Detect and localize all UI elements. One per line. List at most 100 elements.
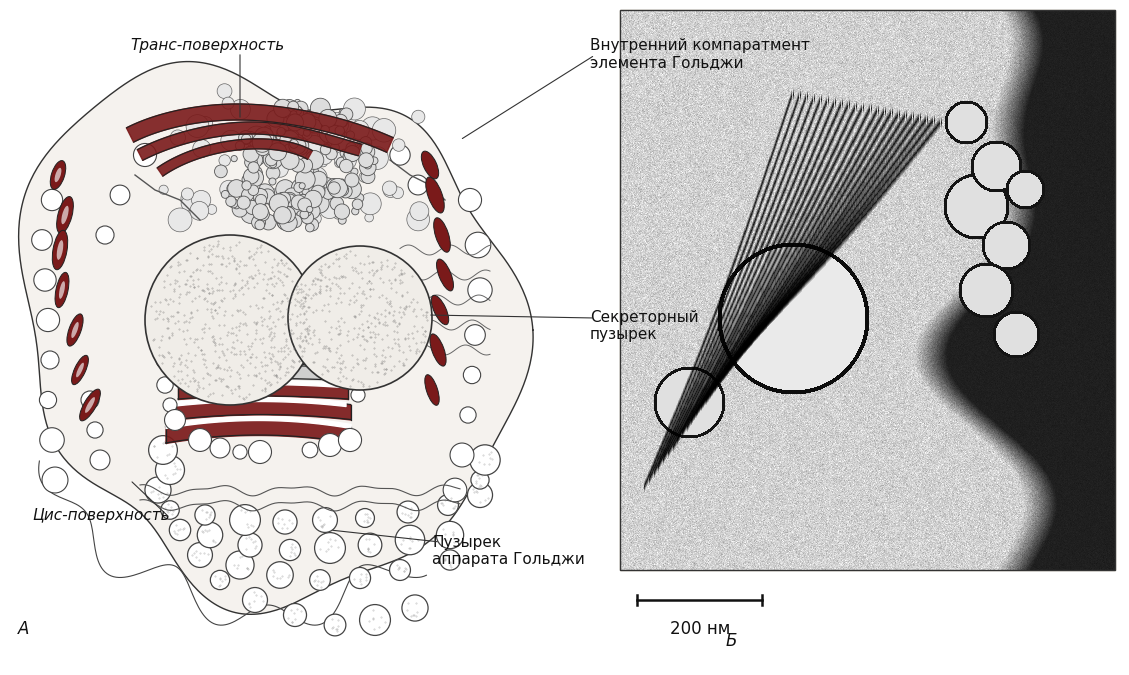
Circle shape bbox=[341, 189, 349, 197]
Circle shape bbox=[242, 134, 251, 144]
Circle shape bbox=[229, 505, 261, 535]
Ellipse shape bbox=[61, 206, 69, 224]
Circle shape bbox=[315, 533, 345, 564]
Circle shape bbox=[291, 159, 305, 172]
Circle shape bbox=[221, 190, 229, 198]
Circle shape bbox=[273, 510, 297, 534]
Circle shape bbox=[339, 179, 345, 185]
Circle shape bbox=[279, 114, 297, 132]
Circle shape bbox=[410, 202, 429, 221]
Circle shape bbox=[261, 189, 274, 203]
Text: A: A bbox=[18, 620, 29, 638]
Ellipse shape bbox=[421, 151, 439, 179]
Circle shape bbox=[309, 570, 331, 591]
Circle shape bbox=[330, 196, 343, 211]
Circle shape bbox=[298, 189, 310, 202]
Circle shape bbox=[296, 191, 305, 200]
Circle shape bbox=[334, 114, 348, 128]
Circle shape bbox=[321, 144, 331, 155]
Circle shape bbox=[348, 146, 359, 158]
Circle shape bbox=[458, 188, 482, 211]
Circle shape bbox=[334, 151, 350, 167]
Circle shape bbox=[296, 169, 315, 190]
Circle shape bbox=[269, 178, 275, 185]
Circle shape bbox=[334, 159, 343, 167]
Circle shape bbox=[440, 550, 461, 570]
Circle shape bbox=[299, 183, 305, 189]
Circle shape bbox=[264, 143, 282, 161]
Circle shape bbox=[355, 194, 364, 202]
Circle shape bbox=[217, 84, 231, 99]
Circle shape bbox=[181, 196, 195, 211]
Circle shape bbox=[230, 99, 251, 119]
Circle shape bbox=[219, 155, 230, 166]
Circle shape bbox=[243, 587, 268, 612]
Circle shape bbox=[347, 131, 355, 139]
Circle shape bbox=[330, 122, 342, 134]
Circle shape bbox=[327, 182, 340, 194]
Circle shape bbox=[318, 158, 327, 167]
Circle shape bbox=[356, 508, 375, 527]
Ellipse shape bbox=[425, 375, 439, 405]
Circle shape bbox=[320, 124, 339, 142]
Circle shape bbox=[288, 246, 432, 390]
Circle shape bbox=[360, 159, 376, 176]
Circle shape bbox=[292, 139, 301, 148]
Circle shape bbox=[265, 134, 277, 145]
Circle shape bbox=[286, 139, 303, 156]
Circle shape bbox=[408, 175, 428, 195]
Circle shape bbox=[301, 211, 314, 224]
Circle shape bbox=[460, 407, 476, 423]
Circle shape bbox=[266, 110, 285, 127]
Circle shape bbox=[370, 157, 378, 165]
Ellipse shape bbox=[51, 161, 65, 190]
Circle shape bbox=[318, 197, 340, 219]
Circle shape bbox=[294, 134, 304, 144]
Circle shape bbox=[266, 166, 280, 180]
Circle shape bbox=[351, 208, 359, 215]
Circle shape bbox=[360, 136, 371, 148]
Circle shape bbox=[133, 144, 157, 167]
Circle shape bbox=[290, 136, 308, 155]
Circle shape bbox=[310, 171, 327, 188]
Circle shape bbox=[463, 367, 481, 383]
Circle shape bbox=[412, 110, 425, 124]
Circle shape bbox=[312, 185, 325, 199]
Circle shape bbox=[350, 568, 370, 589]
Circle shape bbox=[351, 388, 365, 402]
Circle shape bbox=[248, 148, 265, 165]
Circle shape bbox=[341, 117, 358, 134]
Circle shape bbox=[87, 422, 103, 438]
Circle shape bbox=[182, 188, 193, 200]
Circle shape bbox=[42, 190, 62, 211]
Circle shape bbox=[339, 185, 352, 198]
Circle shape bbox=[149, 435, 177, 464]
Circle shape bbox=[353, 143, 370, 159]
Circle shape bbox=[280, 131, 299, 151]
Circle shape bbox=[278, 192, 290, 205]
Circle shape bbox=[289, 215, 301, 227]
Text: Пузырек
аппарата Гольджи: Пузырек аппарата Гольджи bbox=[432, 535, 585, 568]
Circle shape bbox=[364, 161, 371, 169]
Circle shape bbox=[165, 410, 185, 431]
Circle shape bbox=[274, 212, 280, 218]
Circle shape bbox=[343, 186, 350, 194]
Circle shape bbox=[358, 533, 382, 557]
Circle shape bbox=[291, 122, 298, 130]
Circle shape bbox=[32, 230, 52, 250]
Circle shape bbox=[170, 130, 185, 145]
Circle shape bbox=[329, 117, 341, 130]
Circle shape bbox=[90, 450, 110, 470]
Circle shape bbox=[246, 165, 262, 182]
Circle shape bbox=[361, 143, 373, 154]
Circle shape bbox=[359, 171, 369, 182]
Circle shape bbox=[313, 508, 338, 533]
Circle shape bbox=[300, 163, 318, 182]
Circle shape bbox=[270, 194, 288, 213]
Circle shape bbox=[195, 505, 216, 525]
Circle shape bbox=[265, 154, 278, 166]
Circle shape bbox=[298, 198, 312, 212]
Circle shape bbox=[339, 216, 347, 224]
Circle shape bbox=[289, 137, 306, 154]
Ellipse shape bbox=[426, 177, 444, 213]
